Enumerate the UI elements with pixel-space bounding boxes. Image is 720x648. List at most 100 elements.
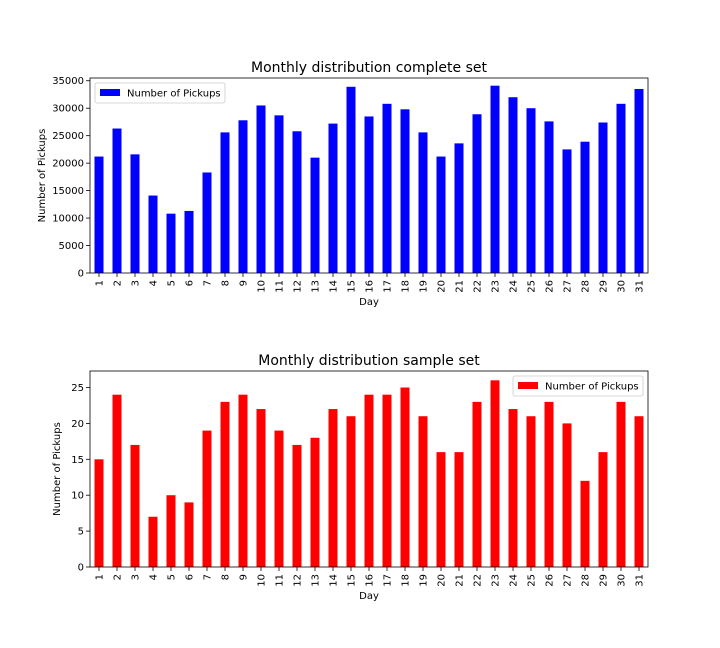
x-tick-label: 15 <box>347 574 358 587</box>
x-tick-label: 26 <box>545 574 556 587</box>
x-tick-label: 29 <box>599 280 610 293</box>
y-tick-label: 15000 <box>52 186 84 197</box>
x-tick-label: 5 <box>167 574 178 580</box>
x-tick-label: 25 <box>527 574 538 587</box>
x-tick-label: 12 <box>293 574 304 587</box>
x-tick-label: 31 <box>635 280 646 293</box>
x-tick-label: 22 <box>473 574 484 587</box>
y-tick-label: 5000 <box>59 241 84 252</box>
x-tick-label: 27 <box>563 574 574 587</box>
legend: Number of Pickups <box>94 82 226 104</box>
x-tick-label: 20 <box>437 280 448 293</box>
x-tick-label: 4 <box>149 280 160 286</box>
bar-10 <box>256 409 266 567</box>
bar-9 <box>238 394 248 567</box>
x-tick-label: 1 <box>95 574 106 580</box>
y-tick-label: 30000 <box>52 104 84 115</box>
x-tick-label: 10 <box>257 574 268 587</box>
legend-swatch <box>518 382 538 389</box>
bar-26 <box>544 121 554 273</box>
legend: Number of Pickups <box>512 375 644 397</box>
bar-6 <box>184 210 194 273</box>
bar-3 <box>130 444 140 567</box>
x-tick-label: 30 <box>617 574 628 587</box>
bar-21 <box>454 143 464 273</box>
y-tick-label: 20000 <box>52 159 84 170</box>
bar-7 <box>202 172 212 273</box>
x-tick-label: 15 <box>347 280 358 293</box>
bar-24 <box>508 97 518 274</box>
x-tick-label: 14 <box>329 574 340 587</box>
bar-5 <box>166 213 176 273</box>
bar-18 <box>400 387 410 567</box>
x-tick-label: 9 <box>239 574 250 580</box>
x-tick-label: 25 <box>527 280 538 293</box>
bar-23 <box>490 85 500 273</box>
x-tick-label: 5 <box>167 280 178 286</box>
bar-17 <box>382 394 392 567</box>
bar-19 <box>418 416 428 567</box>
bar-12 <box>292 444 302 567</box>
bar-15 <box>346 416 356 567</box>
x-tick-label: 28 <box>581 574 592 587</box>
x-tick-label: 2 <box>113 574 124 580</box>
y-tick-label: 0 <box>78 563 84 574</box>
bar-8 <box>220 132 230 273</box>
y-axis-label: Number of Pickups <box>37 129 48 223</box>
bar-28 <box>580 480 590 567</box>
x-axis-label: Day <box>359 591 379 602</box>
x-tick-label: 19 <box>419 574 430 587</box>
chart-title: Monthly distribution complete set <box>251 60 487 76</box>
bar-31 <box>634 416 644 567</box>
x-tick-label: 26 <box>545 280 556 293</box>
bar-15 <box>346 86 356 274</box>
bar-1 <box>94 459 104 567</box>
x-tick-label: 29 <box>599 574 610 587</box>
bar-1 <box>94 156 104 273</box>
chart-1: Monthly distribution complete set 0 5000 10… <box>37 60 649 308</box>
y-tick-label: 15 <box>71 455 84 466</box>
bar-18 <box>400 109 410 273</box>
x-tick-label: 11 <box>275 280 286 293</box>
bar-16 <box>364 394 374 567</box>
bar-22 <box>472 114 482 273</box>
x-tick-label: 22 <box>473 280 484 293</box>
bar-25 <box>526 416 536 567</box>
bar-11 <box>274 115 284 273</box>
bar-5 <box>166 495 176 567</box>
bar-2 <box>112 128 122 273</box>
bar-12 <box>292 131 302 273</box>
x-tick-label: 7 <box>203 280 214 286</box>
x-tick-label: 8 <box>221 574 232 580</box>
x-tick-label: 4 <box>149 574 160 580</box>
bar-31 <box>634 88 644 273</box>
bar-2 <box>112 394 122 567</box>
bar-11 <box>274 430 284 567</box>
x-axis-label: Day <box>359 297 379 308</box>
bar-13 <box>310 157 320 273</box>
bar-17 <box>382 103 392 274</box>
bar-23 <box>490 380 500 567</box>
y-tick-label: 35000 <box>52 76 84 87</box>
bar-28 <box>580 141 590 273</box>
x-tick-label: 19 <box>419 280 430 293</box>
x-tick-label: 12 <box>293 280 304 293</box>
bar-24 <box>508 409 518 567</box>
bar-14 <box>328 123 338 273</box>
bar-6 <box>184 502 194 567</box>
bar-4 <box>148 516 158 567</box>
legend-box <box>512 375 644 397</box>
bar-7 <box>202 430 212 567</box>
chart-2: Monthly distribution sample set051015202… <box>52 353 649 602</box>
y-tick-label: 25000 <box>52 131 84 142</box>
y-tick-label: 10000 <box>52 214 84 225</box>
bar-27 <box>562 423 572 567</box>
x-tick-label: 24 <box>509 280 520 293</box>
x-tick-label: 9 <box>239 280 250 286</box>
x-tick-label: 13 <box>311 280 322 293</box>
x-tick-label: 16 <box>365 280 376 293</box>
bar-29 <box>598 122 608 274</box>
x-tick-label: 18 <box>401 280 412 293</box>
bar-21 <box>454 452 464 567</box>
